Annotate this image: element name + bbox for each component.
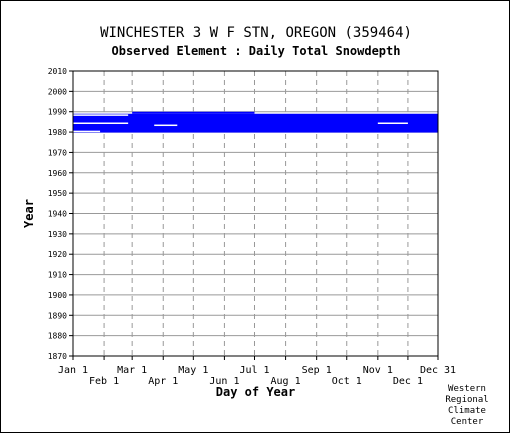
x-tick-label: Dec 1 — [393, 376, 423, 387]
y-tick-label: 1930 — [48, 230, 67, 239]
x-tick-label: Jun 1 — [209, 376, 239, 387]
x-tick-label: Jul 1 — [239, 365, 269, 376]
x-tick-label: Dec 31 — [420, 365, 456, 376]
y-tick-label: 1970 — [48, 148, 67, 157]
y-tick-label: 1910 — [48, 271, 67, 280]
data-year-row — [73, 117, 438, 121]
y-tick-label: 1870 — [48, 352, 67, 361]
y-tick-label: 1880 — [48, 332, 67, 341]
y-tick-label: 1990 — [48, 108, 67, 117]
data-year-row — [73, 115, 438, 119]
data-gap — [154, 124, 178, 127]
data-gap — [73, 114, 129, 116]
x-tick-label: Sep 1 — [302, 365, 332, 376]
y-tick-label: 2010 — [48, 67, 67, 76]
data-year-row — [73, 119, 438, 123]
data-year-row — [73, 125, 438, 129]
x-tick-label: May 1 — [178, 365, 208, 376]
y-tick-label: 1890 — [48, 311, 67, 320]
y-tick-label: 1980 — [48, 128, 67, 137]
credit-line: Western — [448, 384, 486, 394]
x-axis-label: Day of Year — [216, 385, 295, 399]
x-tick-label: Aug 1 — [271, 376, 301, 387]
x-tick-label: Nov 1 — [363, 365, 393, 376]
y-tick-label: 1920 — [48, 250, 67, 259]
x-tick-label: Jan 1 — [58, 365, 88, 376]
chart-subtitle: Observed Element : Daily Total Snowdepth — [111, 44, 401, 58]
data-year-row — [73, 128, 438, 131]
data-gap — [73, 122, 129, 125]
credit-line: Regional — [445, 395, 489, 405]
data-gap — [377, 122, 408, 125]
data-year-row — [73, 130, 438, 133]
y-tick-label: 1960 — [48, 169, 67, 178]
y-tick-label: 2000 — [48, 87, 67, 96]
data-year-row — [73, 123, 438, 127]
credit-line: Climate — [448, 406, 486, 416]
y-tick-label: 1950 — [48, 189, 67, 198]
data-year-row — [73, 113, 438, 117]
x-tick-label: Oct 1 — [332, 376, 362, 387]
x-tick-label: Apr 1 — [148, 376, 178, 387]
x-tick-label: Feb 1 — [89, 376, 119, 387]
y-tick-label: 1900 — [48, 291, 67, 300]
data-year-row — [73, 121, 438, 125]
credit-block: Western Regional Climate Center — [437, 384, 497, 428]
y-tick-label: 1940 — [48, 210, 67, 219]
data-gap — [73, 130, 101, 133]
credit-line: Center — [450, 417, 484, 427]
x-tick-label: Mar 1 — [117, 365, 147, 376]
y-axis-label: Year — [22, 199, 36, 228]
chart-title: WINCHESTER 3 W F STN, OREGON (359464) — [100, 25, 412, 41]
